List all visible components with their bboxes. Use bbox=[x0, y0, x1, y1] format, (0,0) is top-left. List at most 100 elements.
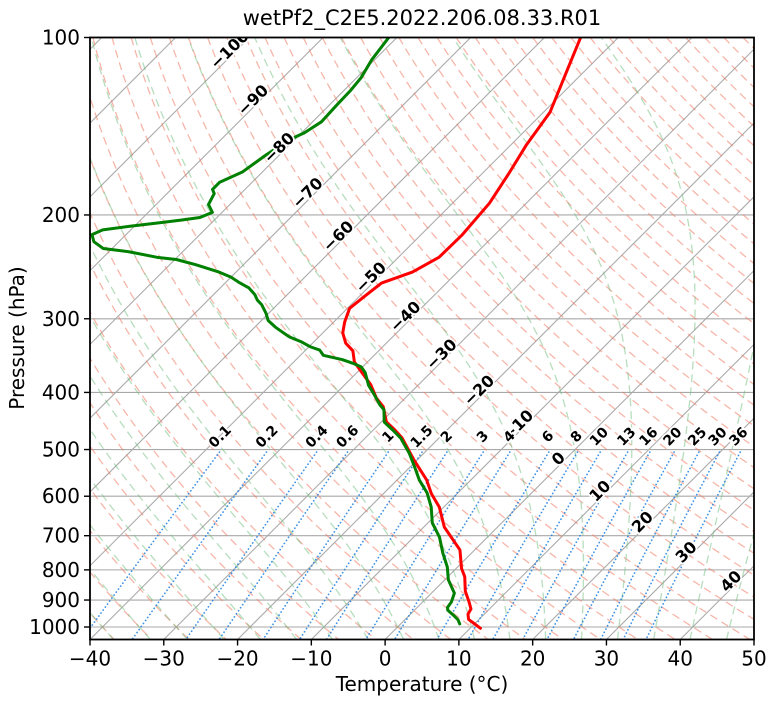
isotherm-line bbox=[90, 37, 324, 272]
dry-adiabat-line bbox=[149, 37, 676, 640]
dry-adiabats bbox=[90, 37, 754, 640]
x-tick-label: 30 bbox=[594, 647, 619, 671]
isotherm-label: 20 bbox=[628, 507, 657, 536]
dry-adiabat-line bbox=[245, 37, 754, 576]
mixing-ratio-label: 0.6 bbox=[333, 423, 362, 452]
isotherm-label: 40 bbox=[716, 567, 745, 596]
mixing-ratio-label: 1.5 bbox=[408, 423, 437, 452]
isotherm-label: −90 bbox=[233, 81, 272, 120]
mixing-ratio-label: 0.1 bbox=[206, 423, 235, 452]
moist-adiabats bbox=[90, 37, 754, 640]
y-axis-label: Pressure (hPa) bbox=[5, 266, 29, 409]
isotherm-line bbox=[384, 269, 754, 640]
isotherm-line bbox=[90, 37, 693, 640]
x-tick-label: 50 bbox=[741, 647, 766, 671]
mixing-ratio-label: 36 bbox=[726, 424, 751, 449]
mixing-ratio-label: 3 bbox=[474, 428, 492, 446]
pressure-gridlines bbox=[90, 37, 754, 628]
skewt-generated-content: −100−90−80−70−60−50−40−30−20−10010203040… bbox=[29, 26, 767, 671]
y-tick-label: 500 bbox=[42, 438, 80, 462]
sounding-curves bbox=[90, 37, 583, 630]
moist-adiabat-line bbox=[254, 37, 547, 640]
dry-adiabat-line bbox=[474, 37, 754, 325]
isotherm-line bbox=[90, 37, 472, 419]
dry-adiabat-line bbox=[264, 37, 754, 554]
y-tick-label: 800 bbox=[42, 558, 80, 582]
dry-adiabat-line bbox=[704, 37, 754, 89]
dry-adiabat-line bbox=[207, 37, 754, 621]
dry-adiabat-line bbox=[589, 37, 754, 206]
isotherm-line bbox=[237, 122, 754, 640]
moist-adiabat-line bbox=[452, 37, 633, 640]
mixing-ratio-label: 13 bbox=[614, 424, 639, 449]
y-tick-label: 100 bbox=[42, 26, 80, 50]
dry-adiabat-line bbox=[532, 37, 754, 265]
dry-adiabat-line bbox=[398, 37, 754, 406]
isotherm-line bbox=[606, 491, 754, 640]
dry-adiabat-line bbox=[417, 37, 754, 386]
mixing-ratio-line bbox=[185, 451, 318, 640]
dry-adiabat-line bbox=[570, 37, 754, 225]
dry-adiabat-line bbox=[436, 37, 754, 365]
moist-adiabat-line bbox=[90, 244, 369, 640]
x-tick-label: −40 bbox=[69, 647, 111, 671]
x-tick-label: −10 bbox=[290, 647, 332, 671]
x-tick-label: 40 bbox=[667, 647, 692, 671]
moist-adiabat-line bbox=[689, 341, 754, 640]
isotherm-line bbox=[532, 417, 754, 640]
isotherm-line bbox=[458, 343, 754, 640]
dry-adiabat-line bbox=[90, 310, 377, 640]
dry-adiabat-line bbox=[90, 445, 265, 640]
isotherm-label: −80 bbox=[260, 128, 299, 167]
isotherm-line bbox=[90, 37, 619, 567]
y-tick-label: 700 bbox=[42, 524, 80, 548]
mixing-ratio-label: 20 bbox=[660, 424, 685, 449]
dry-adiabat-line bbox=[455, 37, 754, 345]
dry-adiabat-line bbox=[513, 37, 754, 285]
dry-adiabat-line bbox=[90, 211, 452, 640]
isotherm-label: 30 bbox=[672, 537, 701, 566]
mixing-ratio-line bbox=[218, 451, 349, 640]
mixing-ratio-line bbox=[521, 451, 629, 640]
mixing-ratio-line bbox=[546, 451, 651, 640]
isotherm-label: 10 bbox=[585, 476, 614, 505]
chart-title: wetPf2_C2E5.2022.206.08.33.R01 bbox=[243, 6, 602, 31]
x-tick-label: −30 bbox=[143, 647, 185, 671]
isotherm-label: −70 bbox=[288, 174, 327, 213]
isotherm-label: −60 bbox=[319, 217, 358, 256]
mixing-ratio-label: 0.2 bbox=[253, 423, 282, 452]
mixing-ratio-line bbox=[262, 451, 390, 640]
moist-adiabat-line bbox=[339, 37, 585, 640]
moist-adiabat-line bbox=[90, 37, 440, 640]
mixing-ratio-line bbox=[436, 451, 550, 640]
dry-adiabat-line bbox=[551, 37, 754, 245]
y-tick-label: 300 bbox=[42, 307, 80, 331]
dry-adiabat-line bbox=[360, 37, 754, 448]
mixing-ratio-line bbox=[492, 451, 602, 640]
dry-adiabat-line bbox=[226, 37, 754, 598]
dry-adiabat-line bbox=[90, 401, 302, 640]
dry-adiabat-line bbox=[493, 37, 754, 305]
dry-adiabat-line bbox=[92, 37, 564, 640]
axis-ticks: −40 −30 −20 −10 0 10 20 30 40 5010020030040050060… bbox=[29, 26, 767, 671]
plot-border bbox=[89, 36, 755, 641]
mixing-ratio-line bbox=[298, 451, 423, 640]
dry-adiabat-line bbox=[379, 37, 754, 427]
x-tick-label: −20 bbox=[216, 647, 258, 671]
dry-adiabat-line bbox=[340, 37, 754, 469]
mixing-ratio-line bbox=[131, 451, 268, 640]
x-axis-label: Temperature (°C) bbox=[335, 672, 509, 696]
y-tick-label: 900 bbox=[42, 588, 80, 612]
x-tick-label: 20 bbox=[520, 647, 545, 671]
plot-area: −100−90−80−70−60−50−40−30−20−10010203040… bbox=[90, 37, 754, 640]
mixing-ratio-label: 2 bbox=[438, 428, 456, 446]
isotherm-line bbox=[753, 638, 754, 640]
dry-adiabat-line bbox=[90, 156, 489, 640]
dry-adiabat-line bbox=[608, 37, 754, 186]
moist-adiabat-line bbox=[90, 523, 188, 640]
y-tick-label: 400 bbox=[42, 380, 80, 404]
dry-adiabat-line bbox=[302, 37, 754, 511]
isotherm-line bbox=[90, 37, 545, 493]
dry-adiabat-line bbox=[90, 262, 414, 640]
